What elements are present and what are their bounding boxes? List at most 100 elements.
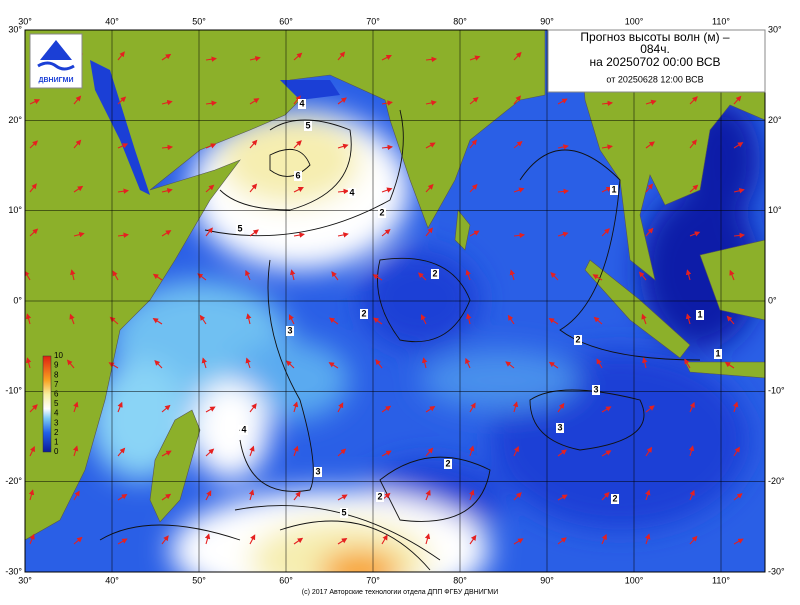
wind-arrow	[601, 187, 612, 193]
lon-label: 90°	[540, 575, 554, 585]
lon-label: 60°	[279, 575, 293, 585]
wind-arrow	[601, 100, 614, 107]
wind-arrow	[205, 490, 212, 501]
wind-arrow	[417, 272, 427, 281]
lon-label: 90°	[540, 16, 554, 26]
wind-arrow	[557, 494, 568, 501]
wind-arrow	[161, 144, 174, 151]
wind-arrow	[689, 139, 697, 149]
wind-arrow	[245, 357, 251, 369]
contour-label: 5	[341, 507, 346, 517]
wind-arrow	[513, 538, 524, 545]
wind-arrow	[161, 53, 172, 61]
wind-arrow	[201, 357, 207, 369]
contour-label-bg	[610, 185, 618, 195]
wind-arrow	[293, 491, 301, 501]
wind-arrow	[249, 534, 256, 545]
wind-arrow	[601, 144, 613, 150]
title-line: 084ч.	[640, 42, 670, 56]
wind-arrow	[29, 99, 41, 105]
colorbar-label: 0	[54, 447, 59, 456]
wind-arrow	[337, 448, 347, 457]
contour-label: 2	[432, 268, 437, 278]
wind-arrow	[513, 492, 522, 501]
wind-arrow	[601, 228, 610, 237]
wind-arrow	[557, 449, 567, 457]
wind-arrow	[733, 232, 746, 239]
wind-arrow	[73, 490, 80, 501]
wind-arrow	[642, 357, 648, 369]
wind-arrow	[557, 402, 565, 413]
wind-arrow	[117, 401, 123, 413]
wind-arrow	[161, 404, 171, 413]
lat-label: 10°	[8, 205, 22, 215]
wind-arrow	[469, 139, 477, 149]
wind-arrow	[513, 51, 522, 61]
wind-arrow	[199, 314, 207, 325]
wind-arrow	[28, 489, 35, 501]
colorbar-label: 5	[54, 399, 59, 408]
wind-arrow	[69, 313, 75, 325]
wind-arrow	[689, 535, 698, 545]
wind-arrow	[645, 446, 653, 457]
wind-arrow	[469, 183, 478, 193]
wind-arrow	[645, 227, 654, 237]
wind-arrow	[117, 232, 130, 238]
wind-arrow	[109, 316, 119, 325]
wind-arrow	[733, 446, 740, 457]
wind-arrow	[557, 537, 567, 545]
wind-arrow	[593, 316, 603, 325]
wind-arrow	[381, 55, 392, 61]
wind-arrow	[249, 229, 259, 237]
lat-label: -10°	[5, 386, 22, 396]
wind-arrow	[205, 143, 217, 149]
contour-label: 5	[237, 223, 242, 233]
wind-arrow	[557, 188, 570, 195]
wind-arrow	[638, 271, 647, 281]
wind-arrow	[293, 187, 304, 193]
wind-arrow	[469, 55, 481, 61]
contour-label-bg	[286, 326, 294, 336]
colorbar-label: 8	[54, 370, 59, 379]
wind-arrow	[425, 56, 438, 63]
wind-arrow	[249, 56, 261, 62]
wind-arrow	[425, 447, 434, 457]
wind-arrow	[689, 184, 699, 193]
contour-label-bg	[574, 335, 582, 345]
wind-arrow	[425, 100, 437, 106]
wind-arrow	[726, 315, 735, 325]
wind-arrow	[689, 401, 695, 413]
wind-arrow	[337, 188, 350, 195]
contour-label: 4	[241, 424, 246, 434]
contour-label-bg	[304, 121, 312, 131]
lat-label: 30°	[768, 24, 782, 34]
wind-arrow	[465, 357, 471, 369]
contour-label-bg	[556, 423, 564, 433]
contour-label: 1	[697, 309, 702, 319]
contour-label-bg	[431, 269, 439, 279]
wind-arrow	[293, 140, 302, 149]
wind-arrow	[29, 533, 35, 545]
wind-arrow	[469, 97, 479, 105]
wind-arrow	[420, 314, 427, 325]
wind-arrow	[293, 537, 304, 545]
wind-arrow	[117, 51, 125, 61]
wind-arrow	[465, 269, 471, 281]
wind-arrow	[337, 538, 348, 545]
contour-label: 3	[315, 466, 320, 476]
wind-arrow	[505, 361, 515, 369]
wind-arrow	[70, 269, 76, 281]
wind-arrow	[513, 187, 525, 193]
contour-label: 3	[593, 384, 598, 394]
wind-arrow	[381, 534, 388, 545]
wind-arrow	[249, 98, 260, 105]
wind-arrow	[512, 401, 519, 413]
logo-wave	[37, 61, 75, 71]
wind-arrow	[197, 273, 207, 281]
wind-arrow	[548, 361, 559, 369]
wind-arrow	[289, 269, 296, 281]
wind-arrow	[73, 139, 82, 149]
wind-arrow	[425, 183, 434, 193]
map-field	[25, 30, 765, 572]
lat-label: -20°	[5, 476, 22, 486]
